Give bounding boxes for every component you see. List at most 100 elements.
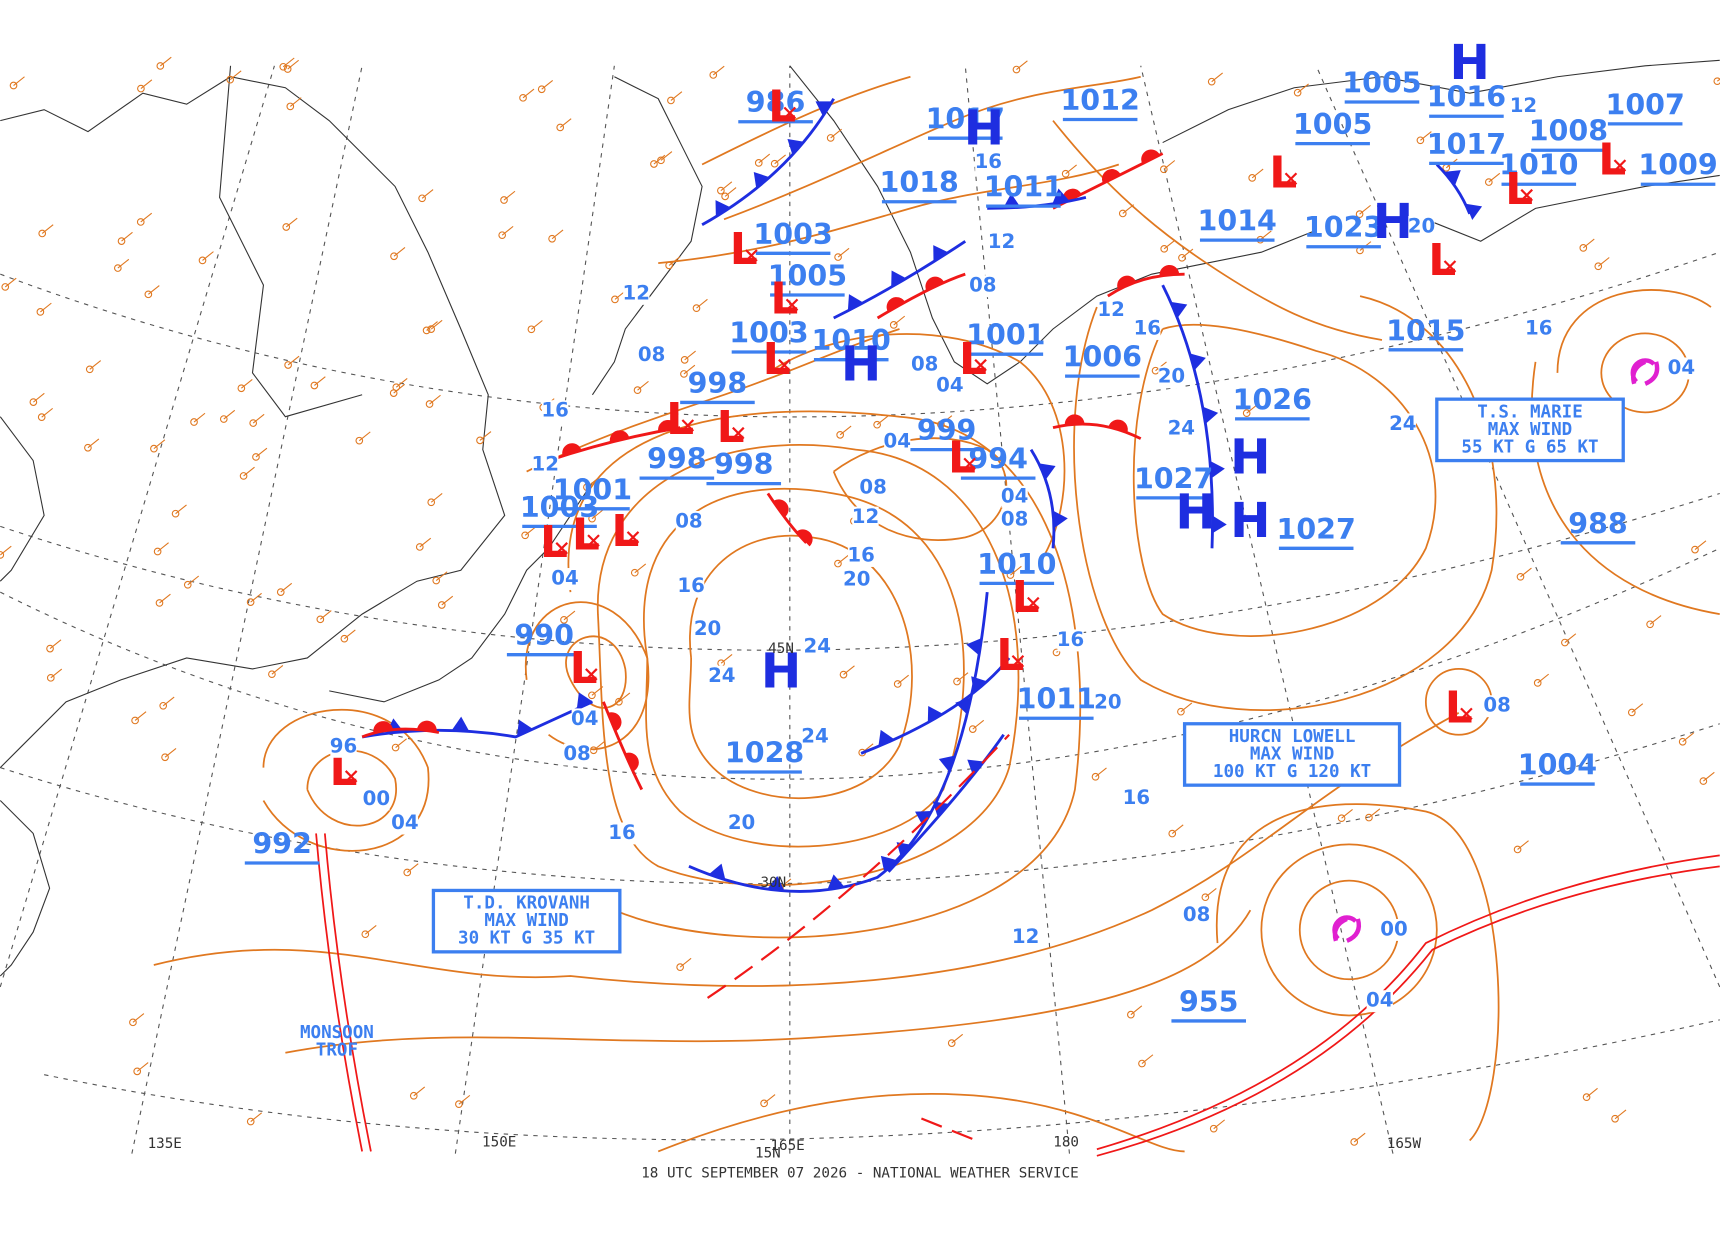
station bbox=[1159, 165, 1168, 174]
feature-label: TROF bbox=[316, 1041, 358, 1061]
front-pip bbox=[1108, 419, 1128, 433]
station bbox=[676, 963, 684, 971]
isobar-label-bg bbox=[1380, 918, 1408, 941]
station bbox=[1646, 620, 1654, 629]
station-wind bbox=[159, 56, 172, 67]
front-pip bbox=[1052, 188, 1070, 205]
station-wind bbox=[40, 302, 52, 313]
front-pip bbox=[933, 245, 949, 262]
station bbox=[136, 218, 145, 226]
longitude-label: 165W bbox=[1387, 1136, 1422, 1152]
front-pip bbox=[938, 755, 956, 773]
station bbox=[409, 1091, 418, 1100]
station-wind bbox=[897, 674, 909, 685]
pressure-center: L bbox=[570, 643, 598, 694]
front bbox=[361, 700, 594, 739]
pressure-label: 1014 bbox=[1198, 205, 1277, 238]
pressure-center: H bbox=[841, 336, 881, 392]
isobar-label: 08 bbox=[969, 274, 996, 297]
station bbox=[1207, 77, 1216, 86]
front-pip bbox=[971, 676, 988, 693]
monsoon-trough bbox=[1096, 865, 1720, 1157]
isobar-label: 16 bbox=[677, 574, 704, 597]
pressure-label: 994 bbox=[968, 443, 1028, 476]
coastline bbox=[789, 65, 1317, 385]
isobar bbox=[701, 75, 911, 166]
isobar-label: 08 bbox=[1483, 694, 1510, 717]
center-x bbox=[587, 534, 600, 547]
station bbox=[1627, 708, 1636, 717]
isobar bbox=[1132, 323, 1437, 637]
station bbox=[403, 868, 412, 877]
pressure-label: 1028 bbox=[725, 736, 804, 769]
station-wind bbox=[280, 582, 293, 593]
station bbox=[316, 615, 325, 624]
isobar-label: 04 bbox=[884, 429, 911, 452]
station bbox=[249, 419, 258, 427]
isobar-label-bg bbox=[969, 275, 996, 298]
station bbox=[1138, 1059, 1146, 1068]
isobar-label-bg bbox=[728, 812, 755, 835]
longitude-label: 150E bbox=[482, 1135, 516, 1151]
isobar-label-bg bbox=[708, 665, 735, 688]
station-wind bbox=[140, 79, 153, 90]
station-wind bbox=[1520, 567, 1532, 578]
station-wind bbox=[972, 719, 985, 730]
station bbox=[190, 418, 198, 426]
front-pip bbox=[1039, 463, 1056, 480]
station-wind bbox=[441, 595, 454, 606]
station-wind bbox=[1205, 887, 1217, 898]
station-wind bbox=[1341, 808, 1353, 819]
front-pip bbox=[1202, 406, 1219, 424]
station bbox=[246, 1117, 255, 1126]
isobar-label: 08 bbox=[911, 353, 938, 376]
isobar-label: 16 bbox=[1123, 786, 1150, 809]
front-pip bbox=[886, 297, 906, 312]
latitude-label: 45N bbox=[768, 641, 794, 657]
isobar-label-bg bbox=[852, 506, 879, 529]
front bbox=[1052, 422, 1142, 440]
station-wind bbox=[49, 639, 62, 650]
station bbox=[1160, 244, 1169, 253]
pressure-label: 1007 bbox=[1606, 88, 1685, 121]
station-wind bbox=[289, 97, 302, 107]
pressure-label: 1005 bbox=[1293, 108, 1372, 141]
station bbox=[36, 308, 45, 316]
station bbox=[1242, 409, 1251, 417]
isobar-label: 08 bbox=[859, 475, 886, 498]
station-wind bbox=[591, 509, 604, 520]
latitude-label: 15N bbox=[755, 1146, 781, 1162]
storm-text: T.D. KROVANH bbox=[463, 894, 590, 914]
station-wind bbox=[1171, 824, 1184, 835]
isobar-label-bg bbox=[936, 375, 964, 397]
station-wind bbox=[1614, 1109, 1627, 1120]
front-pip bbox=[516, 719, 533, 737]
center-x bbox=[1443, 260, 1457, 273]
isobar bbox=[1052, 120, 1383, 341]
isobar-label-bg bbox=[638, 344, 665, 367]
station-wind bbox=[1420, 131, 1432, 141]
storm-box bbox=[431, 888, 622, 954]
isobar-label-bg bbox=[847, 545, 875, 567]
isobar-label-bg bbox=[1668, 357, 1695, 380]
station bbox=[389, 389, 398, 397]
station-wind bbox=[724, 187, 737, 197]
tropical-symbol bbox=[1630, 358, 1660, 386]
pressure-label: 1016 bbox=[1427, 81, 1506, 114]
front-pip bbox=[708, 863, 726, 880]
pressure-center: H bbox=[1230, 430, 1270, 486]
station-wind bbox=[951, 1033, 964, 1044]
station bbox=[968, 725, 977, 733]
front-pip bbox=[815, 101, 833, 117]
pressure-label: 1004 bbox=[1518, 749, 1597, 782]
station-wind bbox=[33, 392, 45, 403]
isobar-label-bg bbox=[1510, 95, 1537, 118]
station-wind bbox=[243, 466, 255, 477]
station bbox=[548, 234, 556, 243]
station-wind bbox=[429, 394, 441, 405]
station-wind bbox=[1297, 83, 1309, 94]
isobar-label-bg bbox=[330, 735, 357, 758]
isobar-label: 24 bbox=[1389, 412, 1416, 435]
